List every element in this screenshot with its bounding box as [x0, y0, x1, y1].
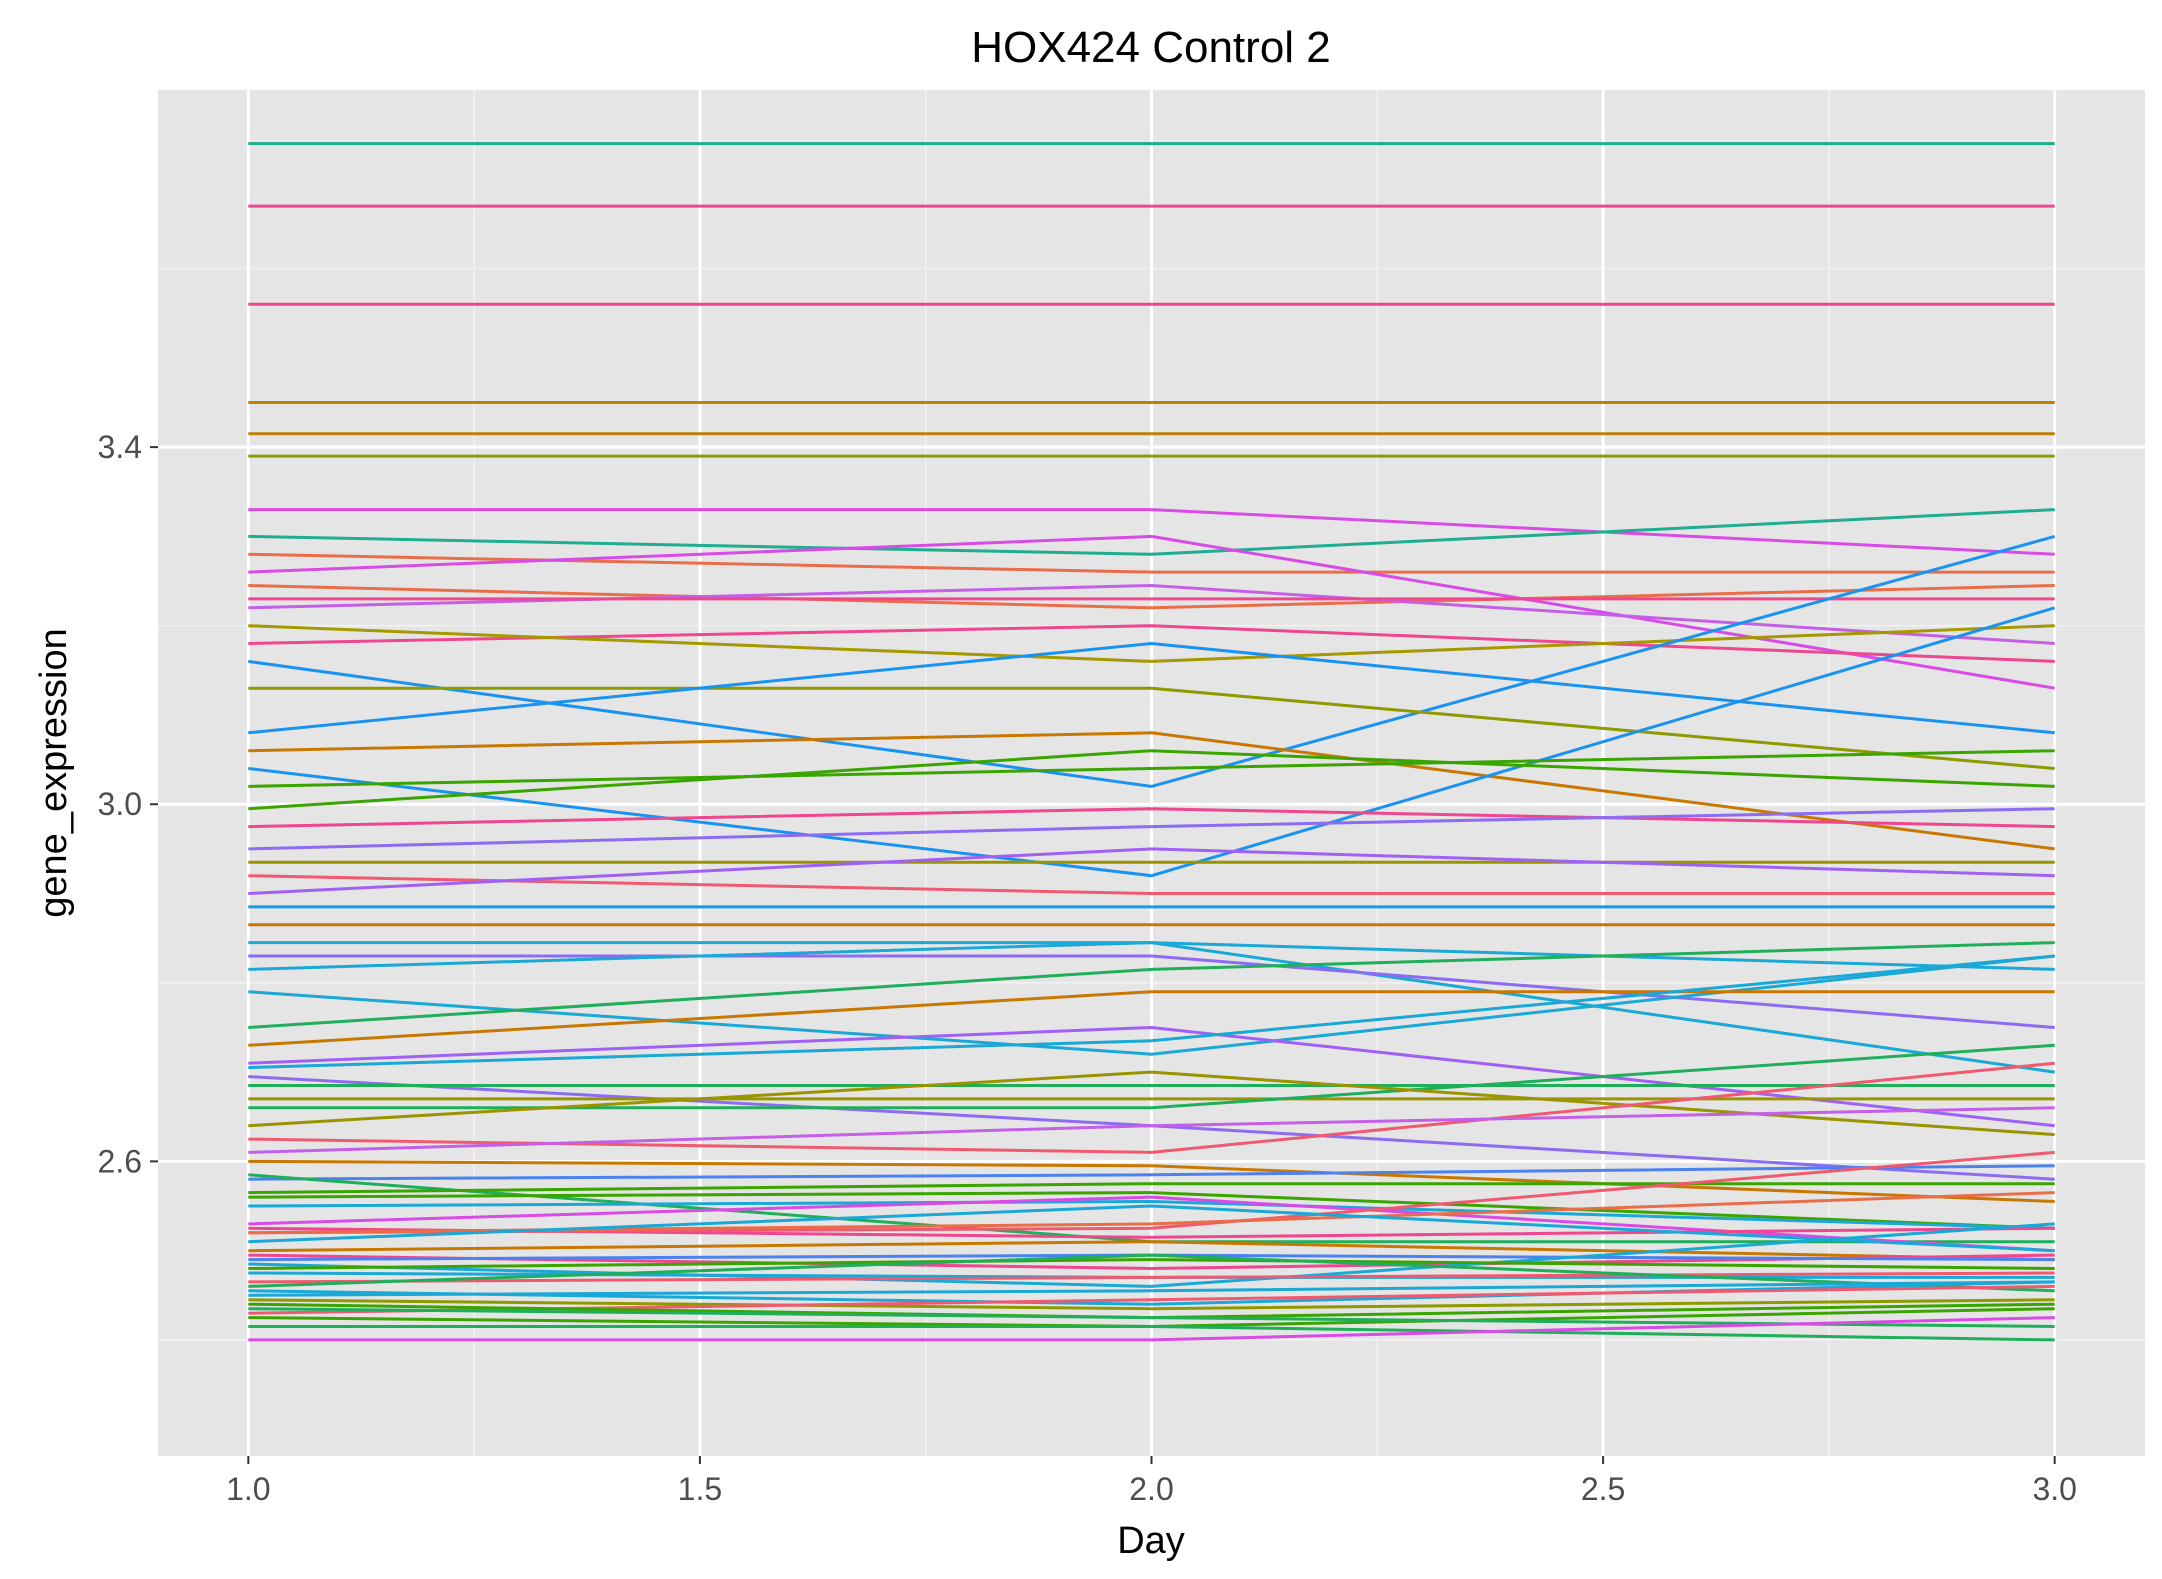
series-line-48 — [248, 1182, 2055, 1195]
series-line-56 — [248, 1240, 2055, 1262]
series-line-45 — [248, 1159, 2055, 1203]
series-line-33 — [248, 954, 2055, 1056]
series-line-49 — [248, 1191, 2055, 1230]
series-line-51 — [248, 1195, 2055, 1253]
series-line-8 — [248, 508, 2055, 556]
chart-title: HOX424 Control 2 — [971, 23, 1331, 72]
series-line-24 — [248, 807, 2055, 851]
series-line-72 — [248, 1316, 2055, 1342]
series-line-62 — [248, 1271, 2055, 1284]
x-tick-label: 1.5 — [678, 1471, 722, 1507]
y-axis-label: gene_expression — [33, 628, 75, 917]
series-line-23 — [248, 807, 2055, 829]
series-line-35 — [248, 990, 2055, 1047]
y-tick-label: 2.6 — [98, 1143, 142, 1179]
x-axis-label: Day — [1117, 1520, 1185, 1562]
series-line-19 — [248, 731, 2055, 851]
series-line-7 — [248, 508, 2055, 556]
series-line-70 — [248, 1325, 2055, 1342]
series-line-44 — [248, 1106, 2055, 1154]
series-line-50 — [248, 1200, 2055, 1230]
x-tick-label: 2.0 — [1129, 1471, 1173, 1507]
series-line-31 — [248, 954, 2055, 1029]
series-line-18 — [248, 642, 2055, 735]
series-line-65 — [248, 1280, 2055, 1297]
series-line-55 — [248, 1204, 2055, 1253]
x-tick-label: 2.5 — [1581, 1471, 1625, 1507]
series-line-26 — [248, 874, 2055, 895]
series-line-34 — [248, 941, 2055, 1029]
series-lines — [248, 142, 2056, 1342]
axes: 1.0 1.5 2.0 2.5 3.0 2.6 3.0 3.4 — [98, 429, 2077, 1507]
series-line-15 — [248, 624, 2055, 663]
series-line-60 — [248, 1258, 2055, 1270]
y-tick-label: 3.0 — [98, 786, 142, 822]
series-line-46 — [248, 1164, 2055, 1181]
series-line-27 — [248, 847, 2055, 895]
series-line-63 — [248, 1253, 2055, 1293]
series-line-21 — [248, 749, 2055, 788]
series-line-17 — [248, 686, 2055, 770]
x-tick-label: 3.0 — [2032, 1471, 2076, 1507]
series-line-32 — [248, 941, 2055, 971]
series-line-37 — [248, 954, 2055, 1070]
x-tick-label: 1.0 — [226, 1471, 270, 1507]
series-line-22 — [248, 749, 2055, 811]
y-tick-label: 3.4 — [98, 429, 142, 465]
series-line-66 — [248, 1298, 2055, 1311]
series-line-11 — [248, 584, 2055, 610]
series-line-20 — [248, 606, 2056, 878]
series-line-59 — [248, 1222, 2055, 1288]
